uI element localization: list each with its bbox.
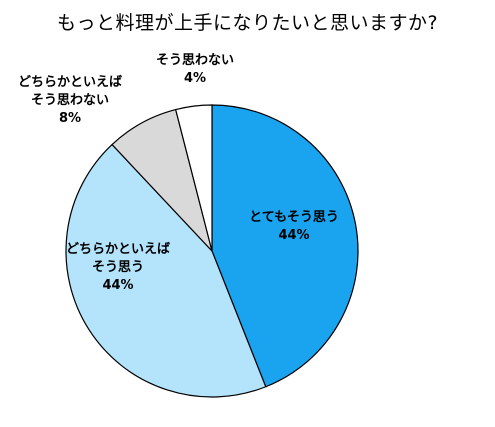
pie-slices	[65, 104, 359, 398]
chart-title: もっと料理が上手になりたいと思いますか?	[56, 12, 439, 34]
slice-disagree-text: そう思わない	[156, 53, 234, 68]
slice-disagree	[174, 104, 213, 252]
slice-strongly-agree-value: 44%	[278, 228, 309, 243]
slice-somewhat-disagree-label: どちらかといえばそう思わない 8%	[18, 75, 122, 126]
slice-somewhat-disagree-text: そう思わない	[31, 93, 109, 108]
slice-somewhat-agree-text: どちらかといえば	[66, 242, 170, 257]
slice-somewhat-disagree-text: どちらかといえば	[18, 75, 122, 90]
slice-strongly-agree	[211, 104, 359, 388]
slice-somewhat-agree-text: そう思う	[92, 260, 144, 275]
slice-somewhat-disagree-value: 8%	[59, 111, 81, 126]
slice-strongly-agree-text: とてもそう思う	[249, 210, 339, 225]
slice-somewhat-agree	[65, 143, 267, 398]
pie-labels: とてもそう思う 44%どちらかといえばそう思う 44%どちらかといえばそう思わない 8…	[18, 53, 339, 293]
slice-somewhat-agree-label: どちらかといえばそう思う 44%	[66, 242, 170, 293]
slice-disagree-label: そう思わない 4%	[156, 53, 234, 86]
slice-disagree-value: 4%	[184, 71, 206, 86]
slice-strongly-agree-label: とてもそう思う 44%	[249, 210, 339, 243]
slice-somewhat-agree-value: 44%	[102, 278, 133, 293]
